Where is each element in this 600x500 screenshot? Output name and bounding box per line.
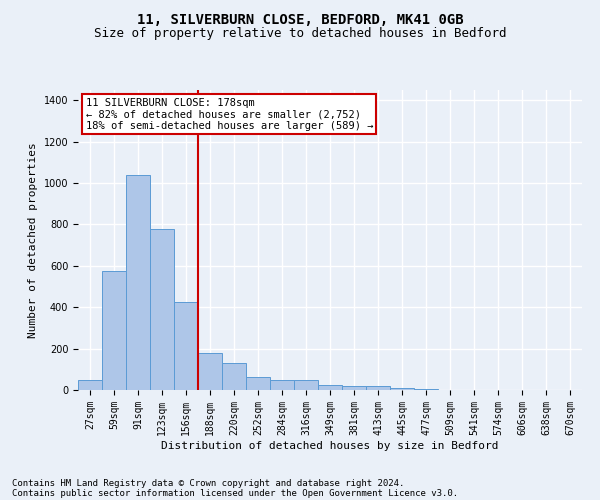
X-axis label: Distribution of detached houses by size in Bedford: Distribution of detached houses by size … <box>161 440 499 450</box>
Bar <box>126 175 150 390</box>
Bar <box>222 363 246 390</box>
Bar <box>318 385 342 390</box>
Text: Size of property relative to detached houses in Bedford: Size of property relative to detached ho… <box>94 28 506 40</box>
Bar <box>366 386 390 390</box>
Y-axis label: Number of detached properties: Number of detached properties <box>28 142 38 338</box>
Bar <box>294 380 318 390</box>
Bar <box>102 271 126 390</box>
Bar <box>246 376 270 390</box>
Bar <box>390 388 414 390</box>
Text: 11, SILVERBURN CLOSE, BEDFORD, MK41 0GB: 11, SILVERBURN CLOSE, BEDFORD, MK41 0GB <box>137 12 463 26</box>
Bar <box>198 353 222 390</box>
Text: Contains public sector information licensed under the Open Government Licence v3: Contains public sector information licen… <box>12 488 458 498</box>
Bar <box>414 389 438 390</box>
Bar <box>150 228 174 390</box>
Text: Contains HM Land Registry data © Crown copyright and database right 2024.: Contains HM Land Registry data © Crown c… <box>12 478 404 488</box>
Bar <box>342 386 366 390</box>
Bar <box>174 302 198 390</box>
Bar <box>78 380 102 390</box>
Text: 11 SILVERBURN CLOSE: 178sqm
← 82% of detached houses are smaller (2,752)
18% of : 11 SILVERBURN CLOSE: 178sqm ← 82% of det… <box>86 98 373 130</box>
Bar <box>270 380 294 390</box>
